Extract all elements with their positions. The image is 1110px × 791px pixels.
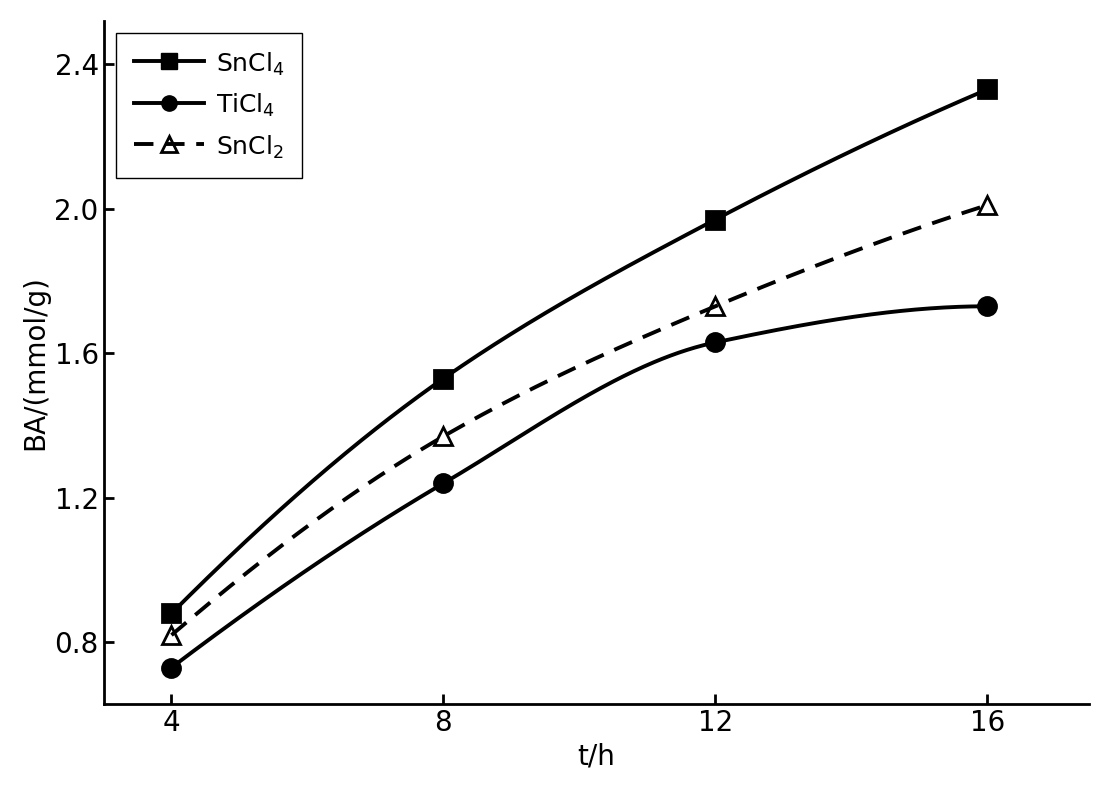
Line: TiCl$_4$: TiCl$_4$ bbox=[162, 297, 997, 676]
SnCl$_4$ bbox=[436, 374, 450, 384]
Line: SnCl$_2$: SnCl$_2$ bbox=[162, 196, 997, 644]
SnCl$_2$ bbox=[980, 200, 993, 210]
SnCl$_4$ bbox=[164, 608, 178, 618]
Line: SnCl$_4$: SnCl$_4$ bbox=[162, 81, 997, 623]
Y-axis label: BA/(mmol/g): BA/(mmol/g) bbox=[21, 274, 49, 450]
SnCl$_2$ bbox=[436, 432, 450, 441]
SnCl$_4$ bbox=[708, 215, 722, 225]
TiCl$_4$ bbox=[164, 663, 178, 672]
SnCl$_2$ bbox=[164, 630, 178, 640]
TiCl$_4$ bbox=[708, 338, 722, 347]
Legend: SnCl$_4$, TiCl$_4$, SnCl$_2$: SnCl$_4$, TiCl$_4$, SnCl$_2$ bbox=[117, 33, 302, 178]
TiCl$_4$ bbox=[980, 301, 993, 311]
TiCl$_4$ bbox=[436, 479, 450, 488]
SnCl$_2$ bbox=[708, 301, 722, 311]
SnCl$_4$ bbox=[980, 85, 993, 94]
X-axis label: t/h: t/h bbox=[577, 742, 615, 770]
